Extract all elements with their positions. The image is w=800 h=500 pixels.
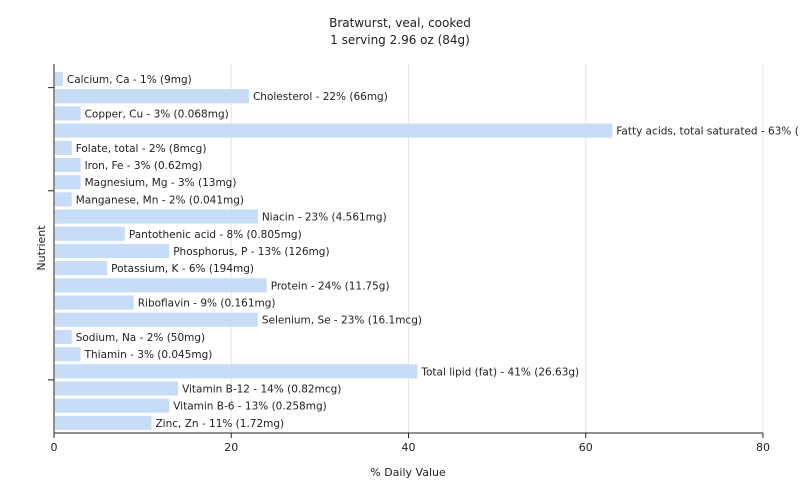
bar	[55, 157, 81, 173]
bar-label: Cholesterol - 22% (66mg)	[253, 91, 388, 103]
bar	[55, 278, 267, 293]
x-tick-label: 0	[51, 441, 58, 454]
bar	[55, 415, 152, 430]
bar-label: Thiamin - 3% (0.045mg)	[84, 349, 213, 361]
chart-subtitle: 1 serving 2.96 oz (84g)	[330, 33, 470, 47]
bar-label: Niacin - 23% (4.561mg)	[262, 212, 387, 224]
bar-label: Potassium, K - 6% (194mg)	[111, 263, 254, 275]
bar	[55, 312, 258, 327]
bar	[55, 261, 108, 276]
bar	[55, 381, 179, 396]
bar-label: Pantothenic acid - 8% (0.805mg)	[129, 229, 302, 241]
bar-label: Phosphorus, P - 13% (126mg)	[173, 246, 329, 258]
bar-label: Vitamin B-12 - 14% (0.82mcg)	[182, 383, 341, 395]
y-axis-label: Nutrient	[35, 225, 48, 271]
bar	[55, 243, 170, 259]
bar	[55, 364, 418, 379]
bar-label: Fatty acids, total saturated - 63% (12.5…	[616, 126, 800, 138]
bar-labels: Calcium, Ca - 1% (9mg) Cholesterol - 22% …	[67, 74, 800, 430]
bar	[55, 295, 134, 310]
bar-label: Folate, total - 2% (8mcg)	[76, 143, 207, 155]
axes: 0 20 40 60 80	[48, 64, 770, 454]
x-axis-label: % Daily Value	[370, 466, 446, 479]
bar	[55, 347, 81, 362]
x-tick-label: 40	[402, 441, 416, 454]
bar	[55, 140, 72, 155]
bar-label: Copper, Cu - 3% (0.068mg)	[85, 108, 229, 120]
bar	[55, 192, 72, 207]
bar-label: Selenium, Se - 23% (16.1mcg)	[262, 315, 422, 327]
bar	[55, 329, 72, 344]
bars	[55, 72, 613, 430]
bar	[55, 398, 170, 413]
x-tick-label: 60	[579, 441, 593, 454]
x-tick-label: 80	[756, 441, 770, 454]
bar-label: Magnesium, Mg - 3% (13mg)	[85, 177, 237, 189]
bar	[55, 209, 258, 224]
chart-title: Bratwurst, veal, cooked	[329, 16, 471, 30]
x-tick-label: 20	[224, 441, 238, 454]
bar-label: Riboflavin - 9% (0.161mg)	[138, 298, 276, 310]
bar-label: Calcium, Ca - 1% (9mg)	[67, 74, 192, 86]
bar-label: Manganese, Mn - 2% (0.041mg)	[76, 194, 244, 206]
bar-label: Total lipid (fat) - 41% (26.63g)	[420, 366, 579, 378]
bar-label: Protein - 24% (11.75g)	[271, 280, 390, 292]
bar-label: Sodium, Na - 2% (50mg)	[76, 332, 205, 344]
bar-label: Zinc, Zn - 11% (1.72mg)	[155, 418, 284, 430]
bar	[55, 106, 81, 121]
bar	[55, 72, 63, 87]
bar-label: Vitamin B-6 - 13% (0.258mg)	[173, 401, 327, 413]
bar	[55, 175, 81, 190]
bar-label: Iron, Fe - 3% (0.62mg)	[85, 160, 203, 172]
bar	[55, 123, 613, 138]
bar	[55, 89, 249, 104]
bar	[55, 226, 125, 241]
